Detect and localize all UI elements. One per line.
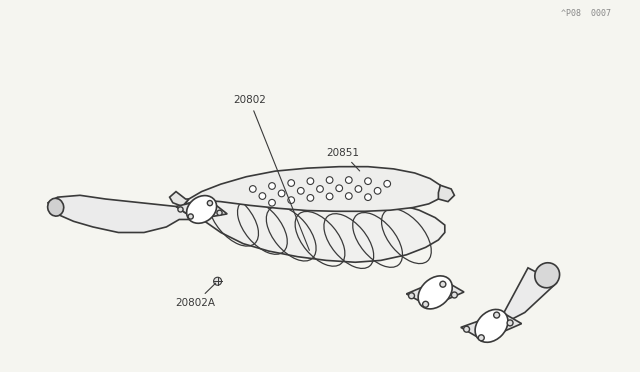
Ellipse shape — [207, 201, 212, 206]
Ellipse shape — [478, 335, 484, 341]
Polygon shape — [406, 279, 464, 307]
Ellipse shape — [475, 310, 508, 342]
Ellipse shape — [269, 199, 275, 206]
Ellipse shape — [188, 214, 193, 219]
Ellipse shape — [440, 281, 446, 287]
Ellipse shape — [214, 277, 221, 285]
Ellipse shape — [463, 326, 470, 332]
Polygon shape — [170, 192, 189, 206]
Ellipse shape — [493, 312, 500, 318]
Ellipse shape — [507, 320, 513, 326]
Ellipse shape — [408, 293, 415, 299]
Ellipse shape — [298, 187, 304, 194]
Ellipse shape — [374, 187, 381, 194]
Ellipse shape — [346, 177, 352, 183]
Ellipse shape — [365, 178, 371, 185]
Ellipse shape — [365, 194, 371, 201]
Ellipse shape — [317, 186, 323, 192]
Ellipse shape — [307, 178, 314, 185]
Ellipse shape — [336, 185, 342, 192]
Polygon shape — [182, 167, 443, 211]
Text: 20851: 20851 — [326, 148, 360, 171]
Ellipse shape — [326, 193, 333, 200]
Text: 20802A: 20802A — [175, 283, 216, 308]
Ellipse shape — [47, 198, 64, 216]
Ellipse shape — [384, 180, 390, 187]
Ellipse shape — [288, 197, 294, 203]
Ellipse shape — [217, 210, 222, 215]
Ellipse shape — [278, 190, 285, 197]
Ellipse shape — [259, 193, 266, 199]
Ellipse shape — [187, 196, 216, 223]
Ellipse shape — [269, 183, 275, 189]
Ellipse shape — [355, 186, 362, 192]
Ellipse shape — [288, 180, 294, 186]
Polygon shape — [195, 192, 445, 262]
Text: 20802: 20802 — [233, 96, 309, 250]
Ellipse shape — [535, 263, 559, 288]
Polygon shape — [48, 195, 195, 232]
Ellipse shape — [422, 301, 429, 307]
Ellipse shape — [346, 193, 352, 199]
Ellipse shape — [451, 292, 458, 298]
Polygon shape — [438, 185, 454, 202]
Ellipse shape — [418, 276, 452, 309]
Ellipse shape — [178, 207, 183, 212]
Polygon shape — [176, 199, 227, 219]
Ellipse shape — [326, 177, 333, 183]
Polygon shape — [496, 268, 557, 327]
Ellipse shape — [307, 195, 314, 201]
Ellipse shape — [250, 186, 256, 192]
Polygon shape — [461, 312, 522, 340]
Text: ^P08  0007: ^P08 0007 — [561, 9, 611, 18]
